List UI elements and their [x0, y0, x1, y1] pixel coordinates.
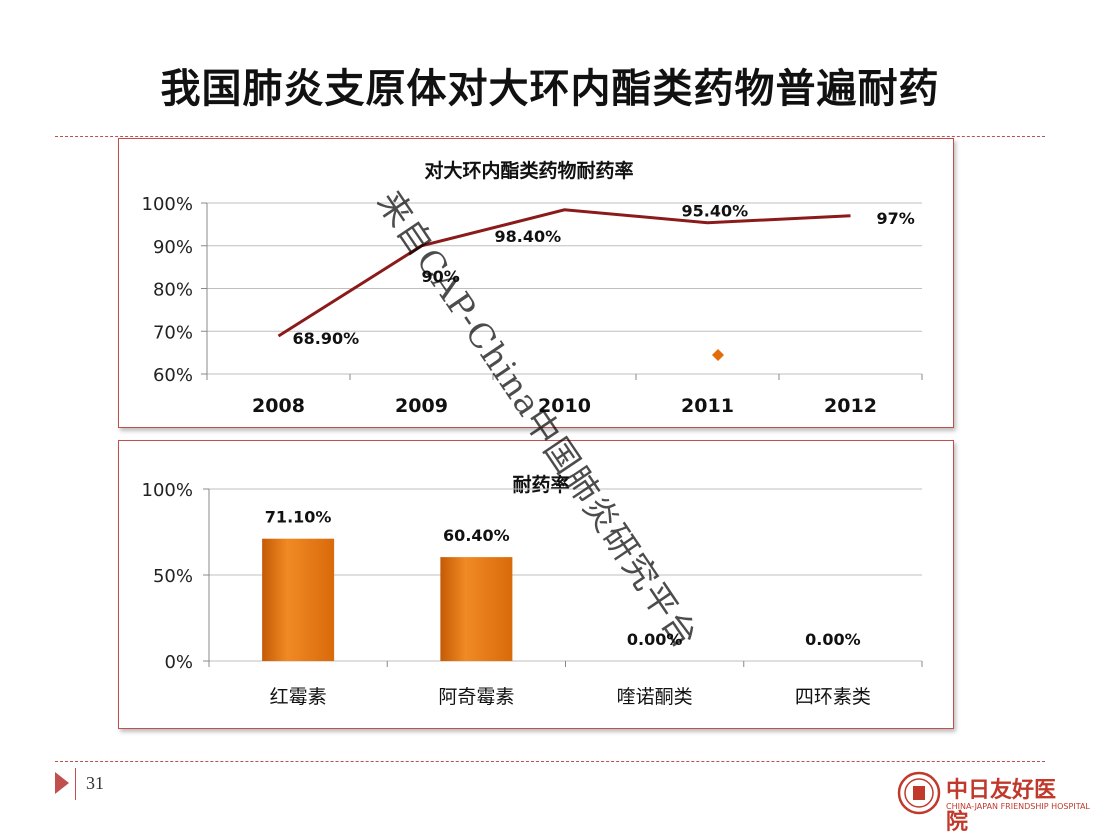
top-divider — [55, 136, 1045, 137]
y-tick-label: 0% — [164, 652, 193, 673]
x-tick-label: 红霉素 — [270, 686, 327, 708]
data-label: 60.40% — [443, 526, 510, 545]
x-tick-label: 四环素类 — [795, 686, 871, 708]
y-tick-label: 80% — [153, 280, 193, 301]
hospital-name-en: CHINA-JAPAN FRIENDSHIP HOSPITAL — [946, 802, 1090, 811]
x-tick-label: 阿奇霉素 — [438, 686, 514, 708]
bar — [262, 538, 335, 661]
x-tick-label: 2011 — [681, 395, 734, 417]
data-label: 71.10% — [265, 508, 332, 527]
line-chart-panel: 对大环内酯类药物耐药率 60% 70% 80% 90% 100% 2008 2009 201… — [118, 138, 954, 428]
y-tick-label: 100% — [142, 480, 193, 501]
data-label: 68.90% — [293, 329, 360, 348]
arrow-icon — [55, 772, 69, 794]
data-label: 95.40% — [682, 202, 749, 221]
data-label: 0.00% — [805, 630, 861, 649]
resistance-rate-line — [277, 208, 851, 338]
hospital-logo: 中日友好医院 CHINA-JAPAN FRIENDSHIP HOSPITAL — [896, 770, 1090, 835]
bar-chart-title: 耐药率 — [512, 473, 569, 496]
orange-diamond-marker — [712, 349, 724, 361]
x-tick-label: 2009 — [395, 395, 448, 417]
bottom-divider — [55, 761, 1045, 762]
x-tick-label: 喹诺酮类 — [617, 686, 693, 708]
data-label: 98.40% — [495, 227, 562, 246]
y-tick-label: 90% — [153, 237, 193, 258]
x-tick-label: 2008 — [252, 395, 305, 417]
hospital-seal-icon — [897, 771, 941, 815]
bar — [440, 557, 513, 661]
data-label: 0.00% — [627, 630, 683, 649]
footer-divider — [75, 768, 76, 800]
data-label: 97% — [877, 209, 915, 228]
x-tick-label: 2010 — [538, 395, 591, 417]
slide-title: 我国肺炎支原体对大环内酯类药物普遍耐药 — [160, 66, 940, 112]
x-tick-label: 2012 — [824, 395, 877, 417]
y-tick-label: 70% — [153, 322, 193, 343]
y-tick-label: 60% — [153, 365, 193, 386]
y-tick-label: 100% — [142, 194, 193, 215]
y-tick-label: 50% — [153, 566, 193, 587]
page-number: 31 — [86, 773, 104, 793]
hospital-name: 中日友好医院 — [946, 778, 1057, 835]
line-chart: 对大环内酯类药物耐药率 60% 70% 80% 90% 100% 2008 2009 201… — [142, 159, 923, 417]
data-label: 90% — [422, 267, 460, 286]
bar-chart: 耐药率 0% 50% 100% 71.10% 60.40% 0.00% 0.00% 红霉素… — [142, 473, 923, 708]
line-chart-title: 对大环内酯类药物耐药率 — [424, 159, 633, 182]
bar-chart-panel: 耐药率 0% 50% 100% 71.10% 60.40% 0.00% 0.00% 红霉素… — [118, 440, 954, 729]
